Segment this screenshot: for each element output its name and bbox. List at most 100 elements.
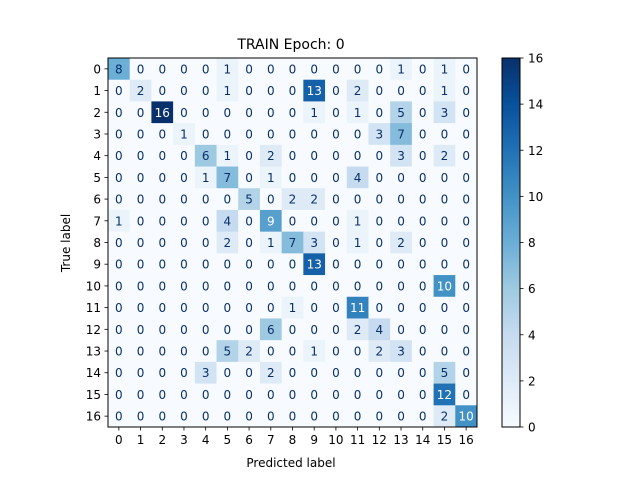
heatmap-cell [108, 361, 131, 385]
heatmap-cell [238, 253, 261, 276]
cell-value-label: 0 [158, 410, 166, 424]
cell-value-label: 0 [137, 62, 145, 76]
cell-value-label: 0 [462, 279, 470, 293]
cell-value-label: 5 [224, 345, 232, 359]
chart-title: TRAIN Epoch: 0 [236, 37, 344, 53]
cell-value-label: 0 [397, 84, 405, 98]
heatmap-cell [325, 123, 348, 146]
cell-value-label: 3 [202, 366, 210, 380]
y-tick-label: 11 [86, 301, 101, 315]
cell-value-label: 2 [441, 149, 449, 163]
cell-value-label: 0 [462, 62, 470, 76]
cell-value-label: 2 [376, 345, 384, 359]
cell-value-label: 2 [310, 193, 318, 207]
heatmap-cell [259, 296, 283, 319]
cell-value-label: 0 [158, 149, 166, 163]
heatmap-cell [346, 405, 369, 428]
heatmap-cell [129, 275, 152, 298]
cell-value-label: 0 [419, 106, 427, 120]
heatmap-cell [433, 340, 456, 363]
heatmap-cell [390, 405, 413, 428]
cell-value-label: 0 [224, 106, 232, 120]
heatmap-cell [108, 101, 131, 124]
heatmap-cell [303, 318, 326, 341]
heatmap-cell [346, 101, 369, 124]
heatmap-cell [433, 383, 456, 406]
cell-value-label: 0 [267, 62, 275, 76]
cell-value-label: 7 [224, 171, 232, 185]
heatmap-cell [411, 275, 435, 298]
cell-value-label: 0 [462, 149, 470, 163]
heatmap-cell [346, 58, 369, 81]
heatmap-cell [259, 209, 283, 233]
heatmap-cell [390, 361, 413, 385]
cell-value-label: 0 [202, 279, 210, 293]
cell-value-label: 3 [397, 149, 405, 163]
cell-value-label: 0 [202, 301, 210, 315]
y-tick-label: 14 [86, 366, 101, 380]
heatmap-cell [390, 253, 413, 276]
cell-value-label: 0 [462, 84, 470, 98]
cell-value-label: 0 [419, 323, 427, 337]
x-tick-label: 2 [158, 433, 166, 447]
heatmap-cell [390, 144, 413, 168]
cell-value-label: 0 [202, 258, 210, 272]
cell-value-label: 0 [158, 193, 166, 207]
cell-value-label: 0 [158, 279, 166, 293]
cell-value-label: 0 [202, 84, 210, 98]
cell-value-label: 0 [289, 410, 297, 424]
cell-value-label: 0 [245, 301, 253, 315]
heatmap-cell [455, 123, 478, 146]
cell-value-label: 0 [267, 84, 275, 98]
cell-value-label: 8 [115, 62, 123, 76]
heatmap-cell [281, 58, 304, 81]
cell-value-label: 10 [437, 279, 452, 293]
cell-value-label: 0 [376, 106, 384, 120]
heatmap-cell [281, 188, 304, 211]
cell-value-label: 2 [267, 149, 275, 163]
cell-value-label: 0 [245, 323, 253, 337]
cell-value-label: 0 [137, 236, 145, 250]
heatmap-cell [325, 188, 348, 211]
cell-value-label: 0 [245, 106, 253, 120]
y-tick-label: 9 [93, 258, 101, 272]
heatmap-cell [151, 58, 174, 81]
heatmap-cell [281, 383, 304, 406]
cell-value-label: 0 [137, 149, 145, 163]
heatmap-cell [259, 144, 283, 168]
cell-value-label: 0 [115, 193, 123, 207]
heatmap-cell [194, 79, 218, 102]
cell-value-label: 0 [441, 301, 449, 315]
heatmap-cell [325, 166, 348, 189]
cell-value-label: 0 [397, 323, 405, 337]
cell-value-label: 0 [202, 410, 210, 424]
cell-value-label: 16 [155, 106, 170, 120]
cell-value-label: 0 [310, 62, 318, 76]
cell-value-label: 0 [441, 323, 449, 337]
cell-value-label: 0 [137, 388, 145, 402]
cell-value-label: 1 [115, 214, 123, 228]
x-tick-label: 3 [180, 433, 188, 447]
heatmap-cell [129, 340, 152, 363]
cell-value-label: 0 [441, 236, 449, 250]
heatmap-cell [216, 231, 239, 254]
cell-value-label: 13 [307, 258, 322, 272]
heatmap-cell [216, 209, 239, 233]
heatmap-cell [108, 58, 131, 81]
cell-value-label: 0 [137, 193, 145, 207]
cell-value-label: 0 [462, 323, 470, 337]
cell-value-label: 0 [245, 366, 253, 380]
y-tick-label: 10 [86, 279, 101, 293]
cell-value-label: 1 [397, 62, 405, 76]
cell-value-label: 0 [419, 214, 427, 228]
heatmap-cell [411, 188, 435, 211]
heatmap-cell [129, 123, 152, 146]
cell-value-label: 0 [180, 149, 188, 163]
heatmap-cell [368, 296, 391, 319]
heatmap-cell [303, 209, 326, 233]
cell-value-label: 0 [332, 345, 340, 359]
heatmap-cell [303, 58, 326, 81]
cell-value-label: 0 [441, 258, 449, 272]
cell-value-label: 0 [180, 301, 188, 315]
cell-value-label: 0 [332, 193, 340, 207]
